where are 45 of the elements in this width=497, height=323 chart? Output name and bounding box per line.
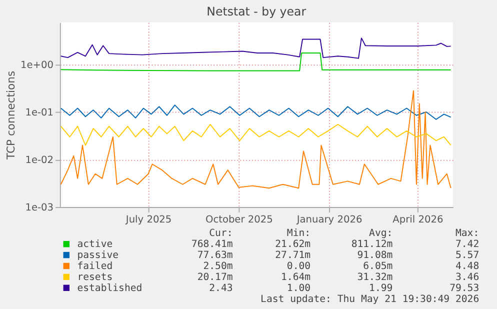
text: 20.17m	[197, 272, 233, 283]
x-tick-label: July 2025	[124, 214, 172, 226]
text: 1.99	[369, 282, 393, 294]
x-tick-label: January 2026	[296, 214, 362, 226]
text: 79.53	[450, 282, 480, 294]
text: 768.41m	[191, 239, 233, 250]
text: 7.42	[455, 239, 480, 250]
legend-label: failed	[77, 260, 113, 272]
text: 4.48	[455, 260, 480, 272]
x-tick-label: April 2026	[392, 214, 444, 226]
line-series	[60, 90, 452, 189]
text: Min:	[286, 228, 311, 240]
text: Avg:	[369, 228, 393, 240]
text: 27.71m	[275, 250, 311, 261]
text: Last update: Thu May 21 19:30:49 2026	[260, 294, 480, 305]
y-tick-label: 1e-02	[25, 154, 54, 166]
text: 0.00	[286, 260, 311, 272]
text: 2.50m	[203, 260, 233, 272]
text: 31.32m	[357, 272, 393, 283]
text: 91.08m	[357, 250, 393, 261]
text: Max:	[455, 228, 480, 240]
text: 3.46	[455, 272, 480, 283]
legend-label: passive	[77, 250, 119, 261]
text: Cur:	[209, 228, 233, 240]
y-tick-label: 1e+00	[20, 60, 54, 71]
y-tick-label: 1e-01	[25, 107, 54, 118]
chart-title: Netstat - by year	[206, 4, 306, 19]
legend-label: established	[77, 282, 142, 294]
x-tick-label: October 2025	[205, 214, 273, 226]
line-series	[60, 38, 452, 59]
line-series	[60, 52, 452, 72]
text: 1.00	[286, 282, 311, 294]
text: 77.63m	[197, 250, 233, 261]
text: 6.05m	[363, 260, 393, 272]
text: 21.62m	[275, 239, 311, 250]
text: 5.57	[455, 250, 480, 261]
legend-label: resets	[77, 272, 113, 283]
line-series	[60, 124, 452, 146]
text: 2.43	[209, 282, 233, 294]
legend-label: active	[77, 239, 113, 250]
y-axis-title: TCP connections	[4, 70, 18, 160]
text: 1.64m	[281, 272, 311, 283]
y-tick-label: 1e-03	[25, 202, 54, 214]
text: 811.12m	[351, 239, 393, 250]
line-series	[60, 104, 452, 120]
